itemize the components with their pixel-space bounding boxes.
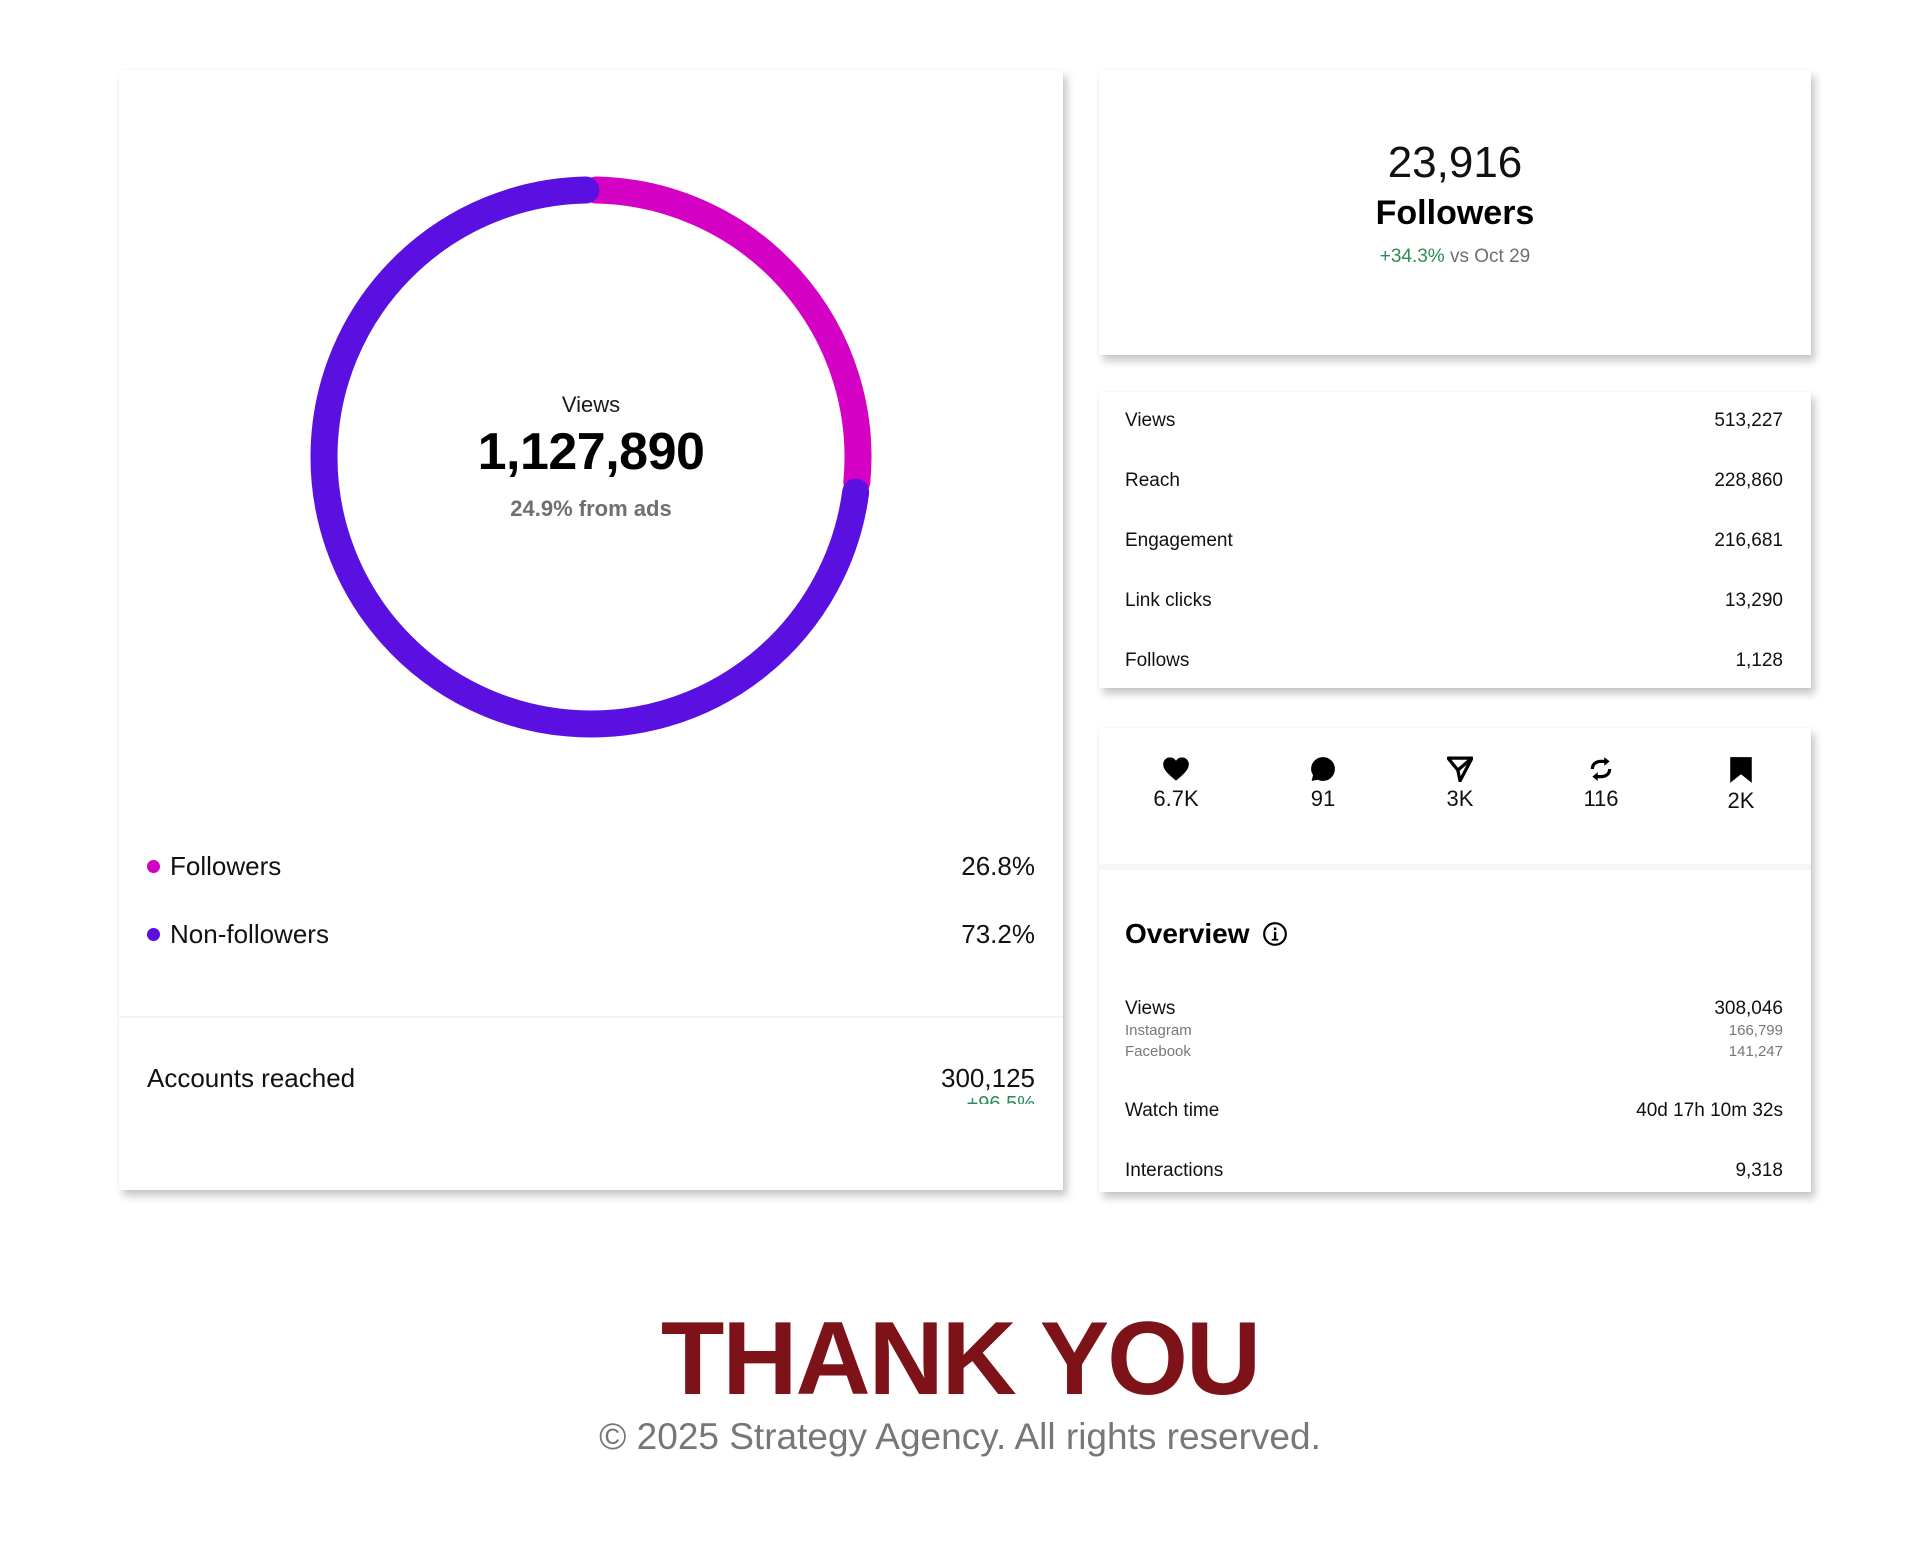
donut-slice-followers	[582, 176, 872, 496]
metrics-card: Views 513,227 Reach 228,860 Engagement 2…	[1099, 392, 1811, 688]
overview-card: 6.7K 91 3K 116	[1099, 728, 1811, 1192]
copyright-text: © 2025 Strategy Agency. All rights reser…	[599, 1416, 1321, 1457]
comments-count: 91	[1310, 786, 1336, 811]
instagram-value: 166,799	[1728, 1021, 1783, 1039]
repost-icon	[1590, 757, 1612, 781]
views-card: Views 1,127,890 24.9% from ads Followers…	[119, 70, 1063, 1190]
metric-label: Reach	[1125, 470, 1180, 491]
divider	[1099, 864, 1811, 870]
info-icon[interactable]	[1262, 921, 1288, 947]
facebook-value: 141,247	[1728, 1042, 1783, 1060]
interactions-row: Interactions 9,318	[1125, 1158, 1783, 1184]
metric-value: 228,860	[1714, 470, 1783, 491]
overview-instagram-row: Instagram 166,799	[1125, 1020, 1783, 1040]
followers-card: 23,916 Followers +34.3% vs Oct 29	[1099, 70, 1811, 355]
non-followers-dot-icon	[147, 927, 160, 941]
heart-icon	[1163, 757, 1189, 781]
divider	[119, 1016, 1063, 1018]
donut-center-value: 1,127,890	[477, 423, 705, 481]
overview-title: Overview	[1125, 918, 1250, 949]
metric-label: Views	[1125, 410, 1176, 431]
shares-stat: 3K	[1420, 756, 1500, 812]
accounts-reached-label: Accounts reached	[147, 1062, 356, 1093]
overview-header: Overview	[1125, 918, 1288, 950]
metric-row-reach: Reach 228,860	[1125, 466, 1783, 496]
followers-label: Followers	[1375, 194, 1535, 232]
followers-change: +34.3%	[1379, 246, 1445, 267]
accounts-reached-change: +96.5%	[966, 1093, 1035, 1104]
likes-count: 6.7K	[1153, 786, 1199, 811]
legend-label: Non-followers	[170, 918, 329, 949]
reposts-stat: 116	[1561, 756, 1641, 812]
overview-facebook-row: Facebook 141,247	[1125, 1041, 1783, 1061]
metric-value: 1,128	[1735, 650, 1783, 671]
metric-row-engagement: Engagement 216,681	[1125, 526, 1783, 556]
views-donut-chart	[310, 176, 872, 738]
followers-change-line: +34.3% vs Oct 29	[1099, 246, 1811, 268]
legend-row-non-followers: Non-followers 73.2%	[147, 914, 1035, 954]
metric-row-views: Views 513,227	[1125, 406, 1783, 436]
accounts-reached-row: Accounts reached 300,125	[147, 1058, 1035, 1098]
overview-views-row: Views 308,046	[1125, 996, 1783, 1022]
overview-views-label: Views	[1125, 998, 1176, 1019]
metric-row-link-clicks: Link clicks 13,290	[1125, 586, 1783, 616]
overview-views-value: 308,046	[1714, 998, 1783, 1019]
metric-label: Follows	[1125, 650, 1190, 671]
legend-value: 73.2%	[961, 918, 1035, 949]
thank-you-heading: THANK YOU	[660, 1301, 1261, 1417]
interactions-label: Interactions	[1125, 1160, 1224, 1181]
donut-center-label: Views	[561, 392, 621, 417]
metric-label: Engagement	[1125, 530, 1233, 551]
facebook-label: Facebook	[1125, 1042, 1191, 1060]
legend-value: 26.8%	[961, 850, 1035, 881]
donut-center-subtext: 24.9% from ads	[510, 496, 672, 521]
metric-value: 216,681	[1714, 530, 1783, 551]
interactions-value: 9,318	[1735, 1160, 1783, 1181]
metric-value: 513,227	[1714, 410, 1783, 431]
bookmark-icon	[1730, 757, 1752, 783]
comment-icon	[1311, 757, 1335, 781]
comments-stat: 91	[1283, 756, 1363, 812]
likes-stat: 6.7K	[1136, 756, 1216, 812]
shares-count: 3K	[1446, 786, 1474, 811]
watch-time-label: Watch time	[1125, 1100, 1220, 1121]
instagram-label: Instagram	[1125, 1021, 1192, 1039]
legend-label: Followers	[170, 850, 282, 881]
watch-time-value: 40d 17h 10m 32s	[1636, 1100, 1783, 1121]
metric-value: 13,290	[1724, 590, 1783, 611]
accounts-reached-value: 300,125	[941, 1062, 1035, 1093]
reposts-count: 116	[1583, 786, 1619, 811]
metric-label: Link clicks	[1125, 590, 1212, 611]
legend-row-followers: Followers 26.8%	[147, 846, 1035, 886]
watch-time-row: Watch time 40d 17h 10m 32s	[1125, 1098, 1783, 1124]
saves-stat: 2K	[1701, 756, 1781, 814]
followers-dot-icon	[147, 859, 160, 873]
metric-row-follows: Follows 1,128	[1125, 646, 1783, 676]
share-icon	[1447, 756, 1473, 782]
followers-count: 23,916	[1387, 138, 1523, 187]
donut-slice-non-followers	[310, 176, 870, 738]
followers-change-suffix: vs Oct 29	[1444, 246, 1531, 267]
saves-count: 2K	[1727, 788, 1755, 813]
